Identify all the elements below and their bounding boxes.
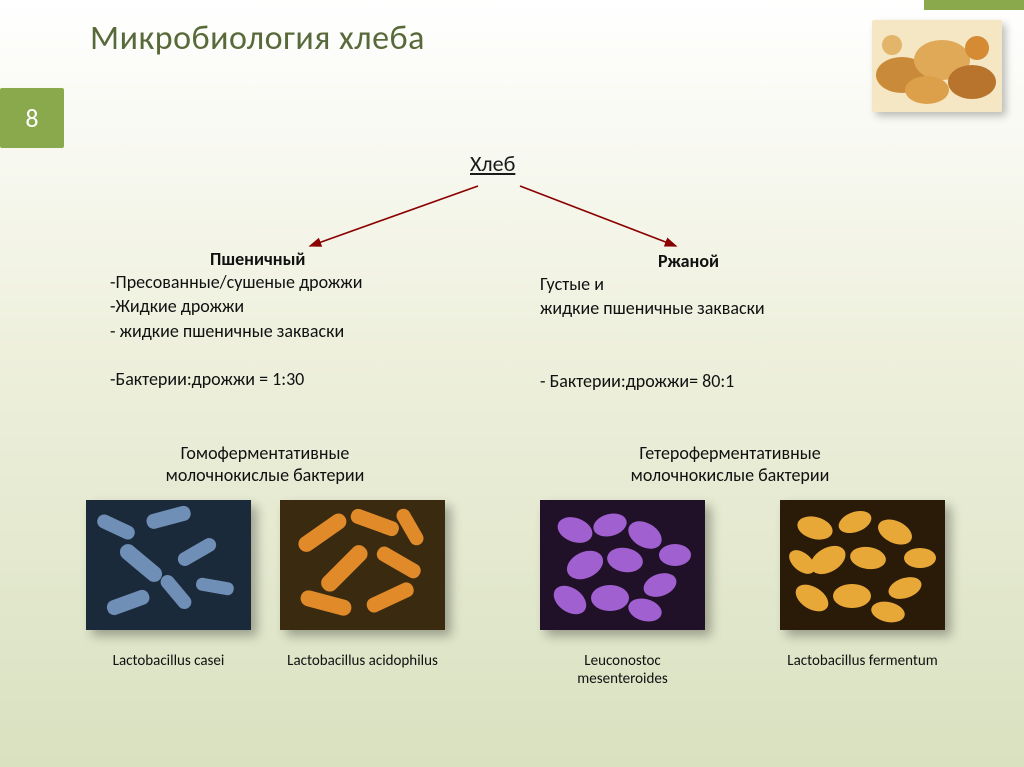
wheat-column: Пшеничный -Пресованные/сушеные дрожжи -Ж…	[110, 248, 490, 391]
rye-heading: Ржаной	[658, 250, 970, 272]
micro-fermentum-caption: Lactobacillus fermentum	[780, 652, 945, 670]
micro-leuconostoc: Leuconostoc mesenteroides	[540, 500, 705, 688]
micro-leuconostoc-image	[540, 500, 705, 630]
rye-line-2	[540, 321, 970, 345]
micro-casei-image	[86, 500, 251, 630]
category-homo: Гомоферментативные молочнокислые бактери…	[130, 442, 400, 486]
category-hetero: Гетероферментативные молочнокислые бакте…	[580, 442, 880, 486]
micro-leuconostoc-caption: Leuconostoc mesenteroides	[540, 652, 705, 688]
rye-line-3	[540, 345, 970, 369]
micro-fermentum: Lactobacillus fermentum	[780, 500, 945, 670]
rye-column: Ржаной Густые и жидкие пшеничные закваск…	[540, 250, 970, 393]
wheat-line-2: - жидкие пшеничные закваски	[110, 319, 490, 343]
wheat-line-1: -Жидкие дрожжи	[110, 294, 490, 318]
wheat-line-3	[110, 343, 490, 367]
wheat-line-4: -Бактерии:дрожжи = 1:30	[110, 367, 490, 391]
wheat-line-0: -Пресованные/сушеные дрожжи	[110, 270, 490, 294]
rye-line-0: Густые и	[540, 272, 970, 296]
micro-acidophilus-caption: Lactobacillus acidophilus	[280, 652, 445, 670]
wheat-heading: Пшеничный	[210, 248, 490, 270]
rye-line-4: - Бактерии:дрожжи= 80:1	[540, 369, 970, 393]
micro-fermentum-image	[780, 500, 945, 630]
micro-casei: Lactobacillus casei	[86, 500, 251, 670]
micro-acidophilus-image	[280, 500, 445, 630]
rye-line-1: жидкие пшеничные закваски	[540, 296, 970, 320]
micro-acidophilus: Lactobacillus acidophilus	[280, 500, 445, 670]
micro-casei-caption: Lactobacillus casei	[86, 652, 251, 670]
